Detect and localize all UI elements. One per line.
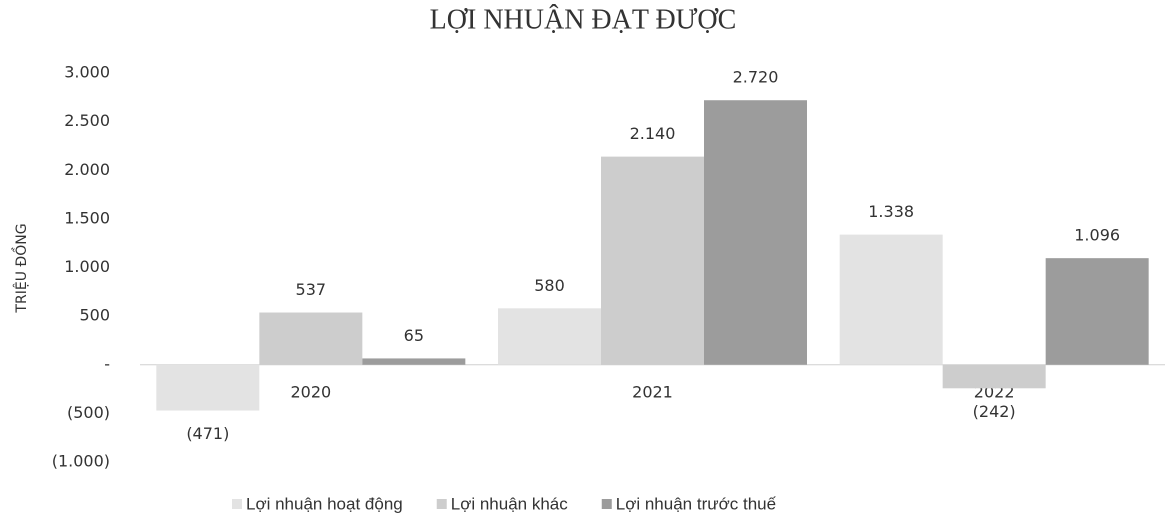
y-tick-label: (1.000): [52, 452, 110, 471]
value-label: 537: [296, 280, 327, 299]
bar: [704, 100, 807, 365]
value-label: (242): [973, 402, 1016, 421]
x-tick-label: 2020: [290, 382, 331, 401]
legend-swatch: [601, 499, 612, 509]
y-tick-label: -: [104, 354, 110, 373]
y-tick-label: 2.000: [64, 160, 110, 179]
bar: [156, 364, 260, 411]
value-label: 1.338: [868, 202, 914, 221]
bar: [259, 312, 363, 365]
value-label: (471): [186, 424, 229, 443]
bar: [942, 364, 1046, 389]
bar: [1045, 258, 1149, 365]
x-tick-label: 2021: [632, 382, 673, 401]
y-tick-label: 2.500: [64, 111, 110, 130]
value-label: 2.140: [630, 124, 676, 143]
legend-swatch: [436, 499, 447, 509]
y-tick-label: 1.500: [64, 208, 110, 227]
y-tick-label: 1.000: [64, 257, 110, 276]
chart-title: LỢI NHUẬN ĐẠT ĐƯỢC: [430, 4, 737, 35]
bar: [498, 308, 601, 365]
legend-label: Lợi nhuận trước thuế: [616, 494, 777, 513]
bar: [601, 156, 704, 365]
value-label: 65: [404, 326, 424, 345]
legend-label: Lợi nhuận hoạt động: [246, 494, 403, 513]
legend-label: Lợi nhuận khác: [451, 494, 569, 513]
legend-swatch: [232, 499, 242, 509]
value-label: 580: [534, 276, 565, 295]
value-label: 1.096: [1074, 226, 1120, 245]
y-tick-label: 500: [79, 306, 110, 325]
bar: [362, 358, 466, 365]
bar: [839, 234, 943, 365]
y-axis-label: TRIỆU ĐỒNG: [11, 223, 30, 313]
y-tick-label: 3.000: [64, 63, 110, 82]
y-tick-label: (500): [67, 403, 110, 422]
value-label: 2.720: [733, 68, 779, 87]
